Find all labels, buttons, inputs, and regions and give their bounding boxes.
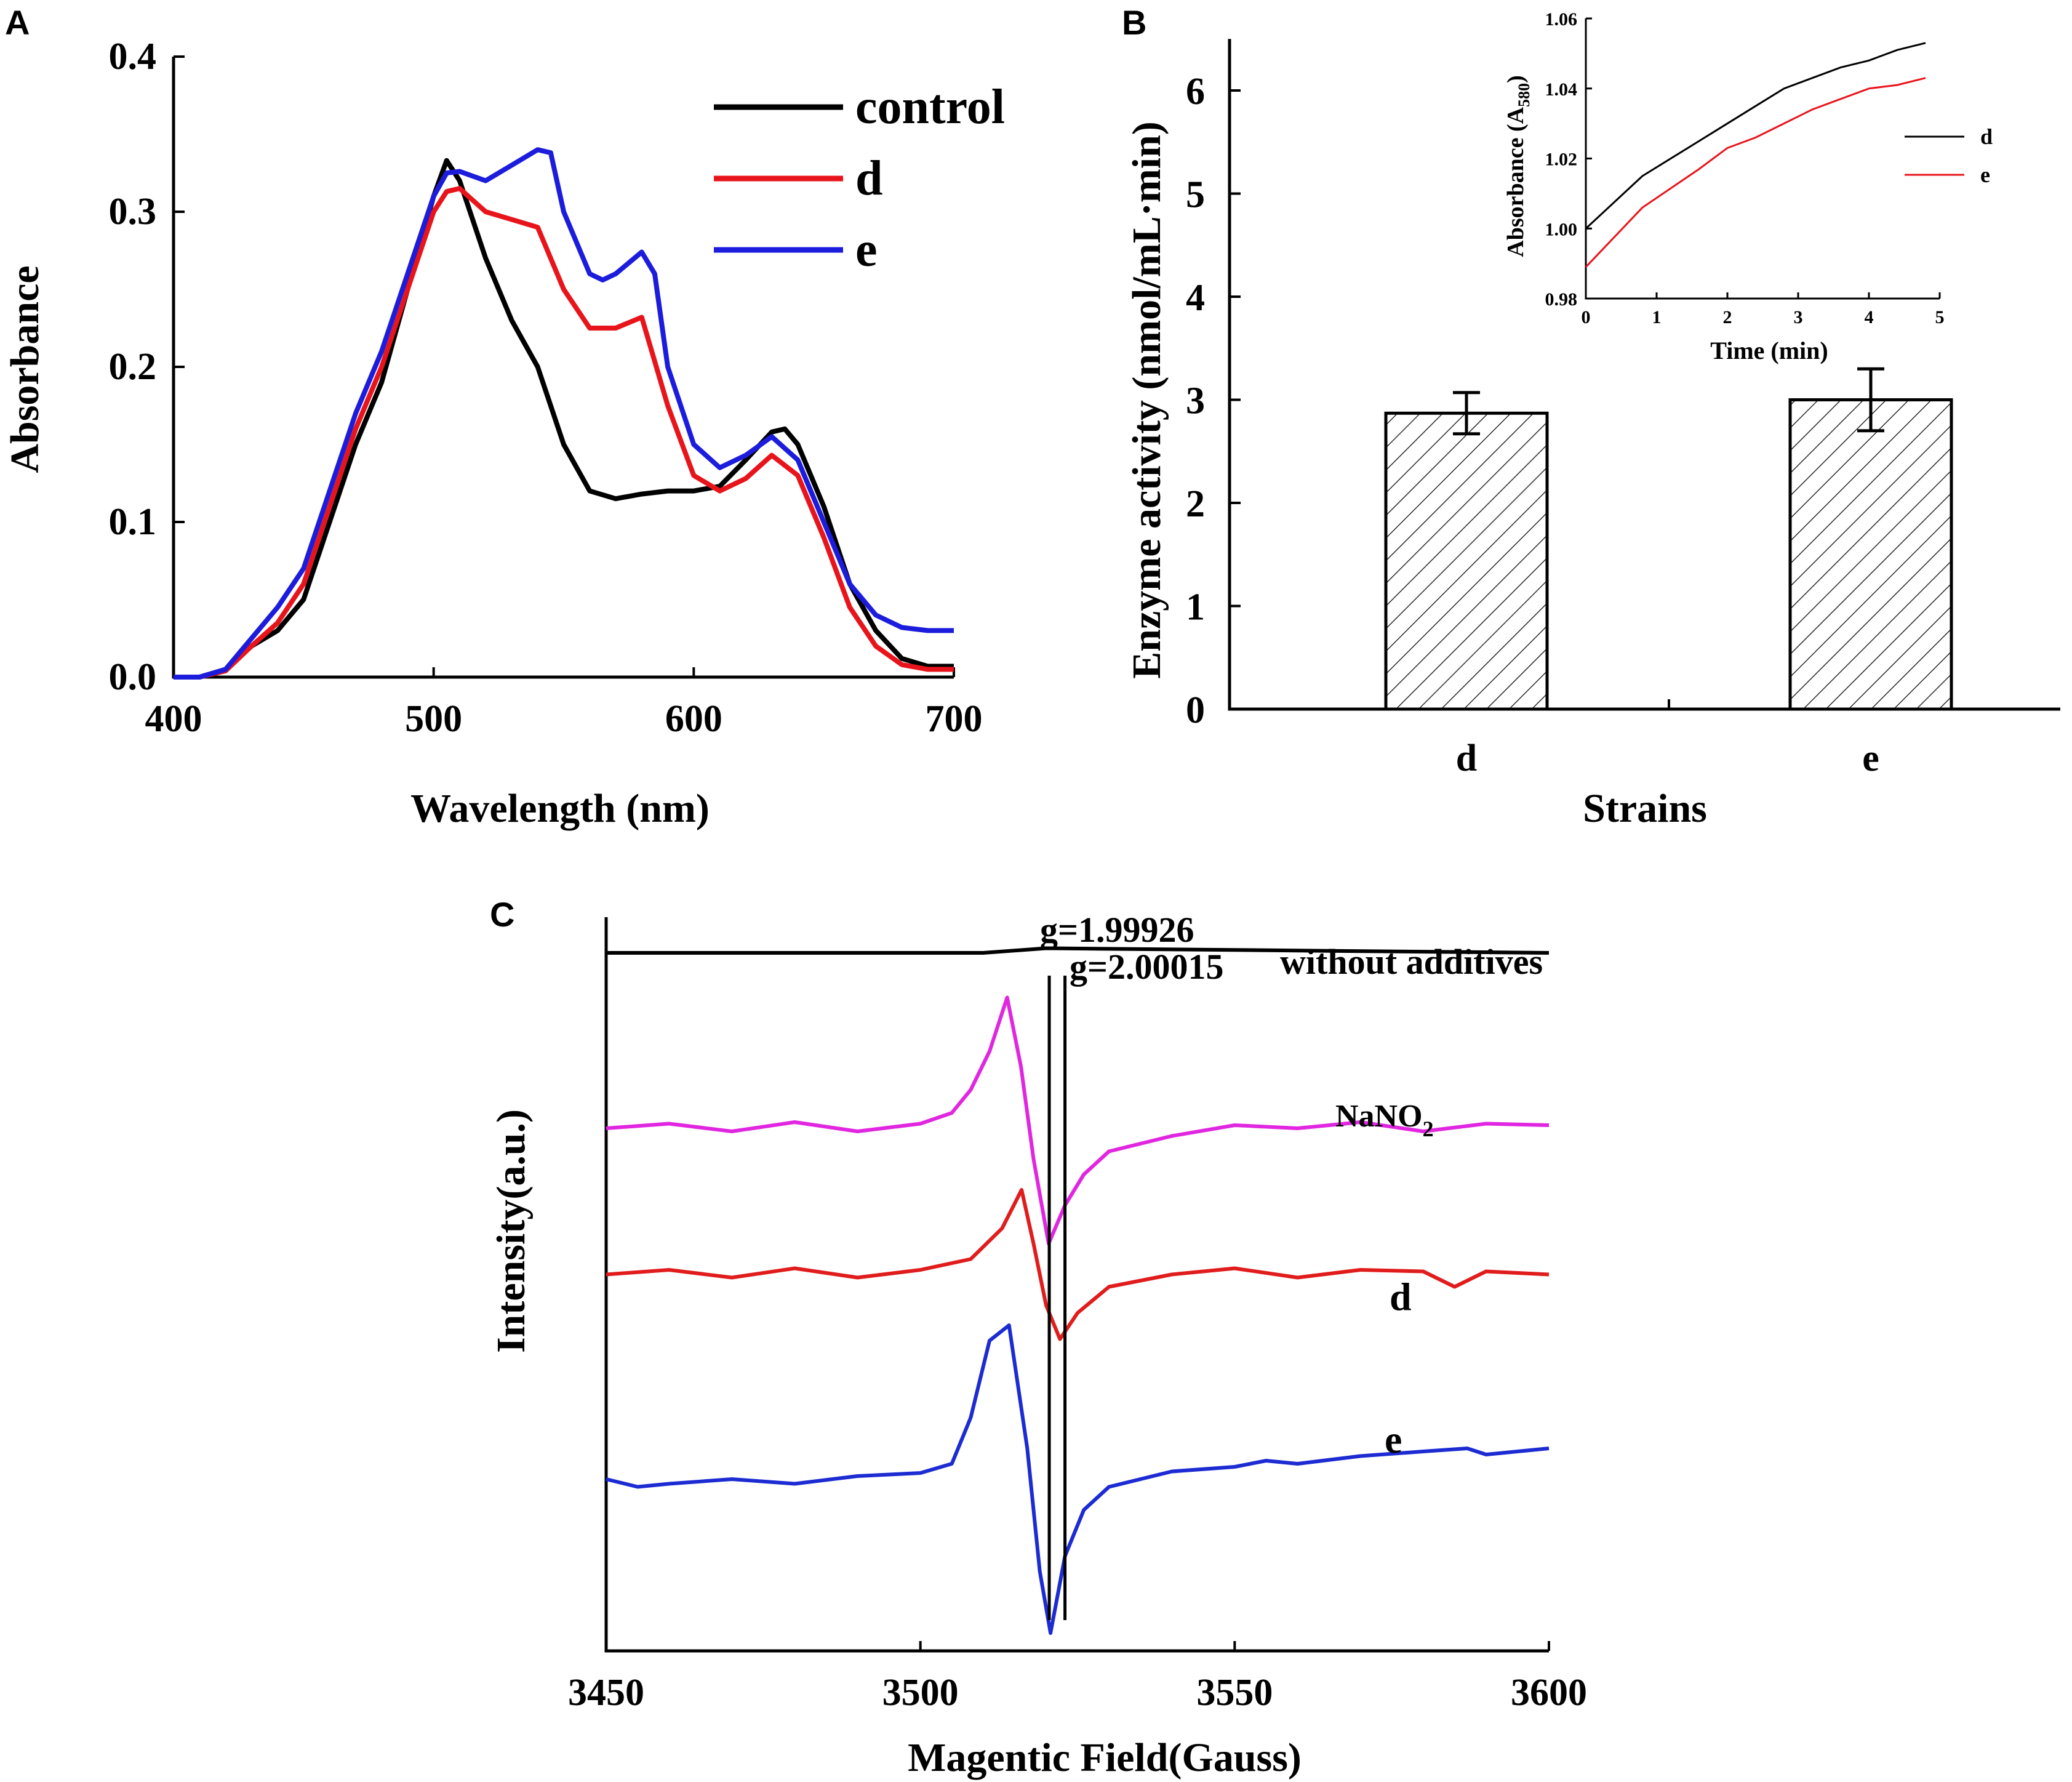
- panel-c-xtick-label: 3500: [882, 1672, 959, 1714]
- esr-trace-e: [606, 1323, 1550, 1635]
- g-factor-marker-label: g=1.99926: [1040, 910, 1194, 950]
- inset-legend-label-d: d: [1980, 124, 1993, 149]
- inset-ytick-label: 1.06: [1545, 9, 1578, 30]
- panel-b-ytick-label: 1: [1186, 587, 1205, 628]
- panel-b-category-label: d: [1456, 737, 1477, 779]
- series-line-e: [174, 147, 954, 680]
- error-bar-e: [1857, 367, 1884, 433]
- inset-xtick-label: 4: [1865, 307, 1874, 327]
- panel-c-label: C: [490, 895, 514, 934]
- series-line-control: [174, 158, 954, 680]
- g-factor-marker-label: g=2.00015: [1070, 947, 1224, 987]
- series-line-d: [174, 186, 954, 680]
- esr-trace-d: [606, 1188, 1550, 1341]
- panel-a-label: A: [5, 3, 30, 42]
- esr-trace-NaNO2: [606, 995, 1550, 1246]
- panel-b-label: B: [1122, 3, 1146, 42]
- panel-b-xlabel: Strains: [1583, 786, 1707, 831]
- inset-series-line-e: [1585, 77, 1926, 268]
- inset-ytick-label: 1.00: [1545, 219, 1578, 239]
- panel-c-xtick-label: 3450: [568, 1672, 644, 1714]
- panel-c-xlabel: Magentic Field(Gauss): [908, 1735, 1302, 1780]
- inset-xtick-label: 1: [1652, 307, 1662, 327]
- panel-b-ylabel: Enzyme activity (nmol/mL·min): [1124, 121, 1169, 679]
- panel-b-ytick-label: 3: [1186, 380, 1205, 422]
- legend-label-d: d: [855, 151, 883, 206]
- inset-axes: [1585, 18, 1940, 300]
- panel-a-ylabel: Absorbance: [2, 265, 47, 473]
- panel-a-ytick-label: 0.2: [109, 346, 157, 388]
- trace-label-without-additives: without additives: [1280, 942, 1543, 982]
- panel-a-xlabel: Wavelength (nm): [410, 786, 710, 831]
- inset-ylabel: Absorbance (A580): [1503, 75, 1533, 257]
- inset-ytick-label: 1.04: [1545, 79, 1578, 100]
- inset-ytick-label: 1.02: [1545, 150, 1578, 170]
- inset-xlabel: Time (min): [1710, 337, 1828, 364]
- trace-label-e: e: [1385, 1418, 1402, 1461]
- panel-a-xtick-label: 600: [665, 698, 722, 740]
- panel-a-xtick-label: 700: [926, 698, 983, 740]
- panel-b-category-label: e: [1862, 737, 1879, 779]
- panel-a: A 400 500 600 700 0.0 0.1 0.2 0.3 0.4 control de…: [2, 3, 1005, 831]
- legend-label-e: e: [855, 223, 878, 277]
- panel-b-ytick-label: 4: [1186, 277, 1205, 319]
- error-bar-d: [1453, 391, 1480, 436]
- panel-b-ytick-label: 5: [1186, 174, 1205, 216]
- inset-xtick-label: 2: [1723, 307, 1732, 327]
- panel-a-ytick-label: 0.4: [109, 36, 157, 78]
- panel-a-xtick-label: 500: [405, 698, 462, 740]
- inset-legend-label-e: e: [1980, 163, 1990, 187]
- panel-b-ytick-label: 2: [1186, 483, 1205, 525]
- inset-xtick-label: 3: [1794, 307, 1803, 327]
- panel-a-ytick-label: 0.1: [109, 501, 157, 543]
- trace-label-nano2: NaNO2: [1335, 1099, 1434, 1141]
- panel-c-xtick-label: 3550: [1196, 1672, 1273, 1714]
- bar-e: [1788, 398, 1953, 711]
- inset-xtick-label: 0: [1582, 307, 1591, 327]
- panel-b-ytick-label: 6: [1186, 71, 1205, 113]
- panel-a-xtick-label: 400: [145, 698, 202, 740]
- panel-b-inset: 0 1 2 3 4 5 0.98 1.00 1.02 1.04 1.06 de Time (min…: [1503, 9, 1993, 364]
- inset-ytick-label: 0.98: [1545, 289, 1578, 310]
- bar-d: [1384, 411, 1549, 711]
- panel-a-ytick-label: 0.3: [109, 191, 157, 233]
- panel-a-ytick-label: 0.0: [109, 656, 157, 698]
- inset-series-line-d: [1585, 42, 1926, 230]
- trace-label-d: d: [1390, 1275, 1412, 1318]
- panel-b-ytick-label: 0: [1186, 689, 1205, 731]
- panel-c-ylabel: Intensity(a.u.): [489, 1109, 534, 1353]
- legend-label-control: control: [855, 80, 1005, 134]
- panel-c-xtick-label: 3600: [1511, 1672, 1587, 1714]
- esr-trace-without-additives: [606, 946, 1550, 955]
- inset-xtick-label: 5: [1935, 307, 1945, 327]
